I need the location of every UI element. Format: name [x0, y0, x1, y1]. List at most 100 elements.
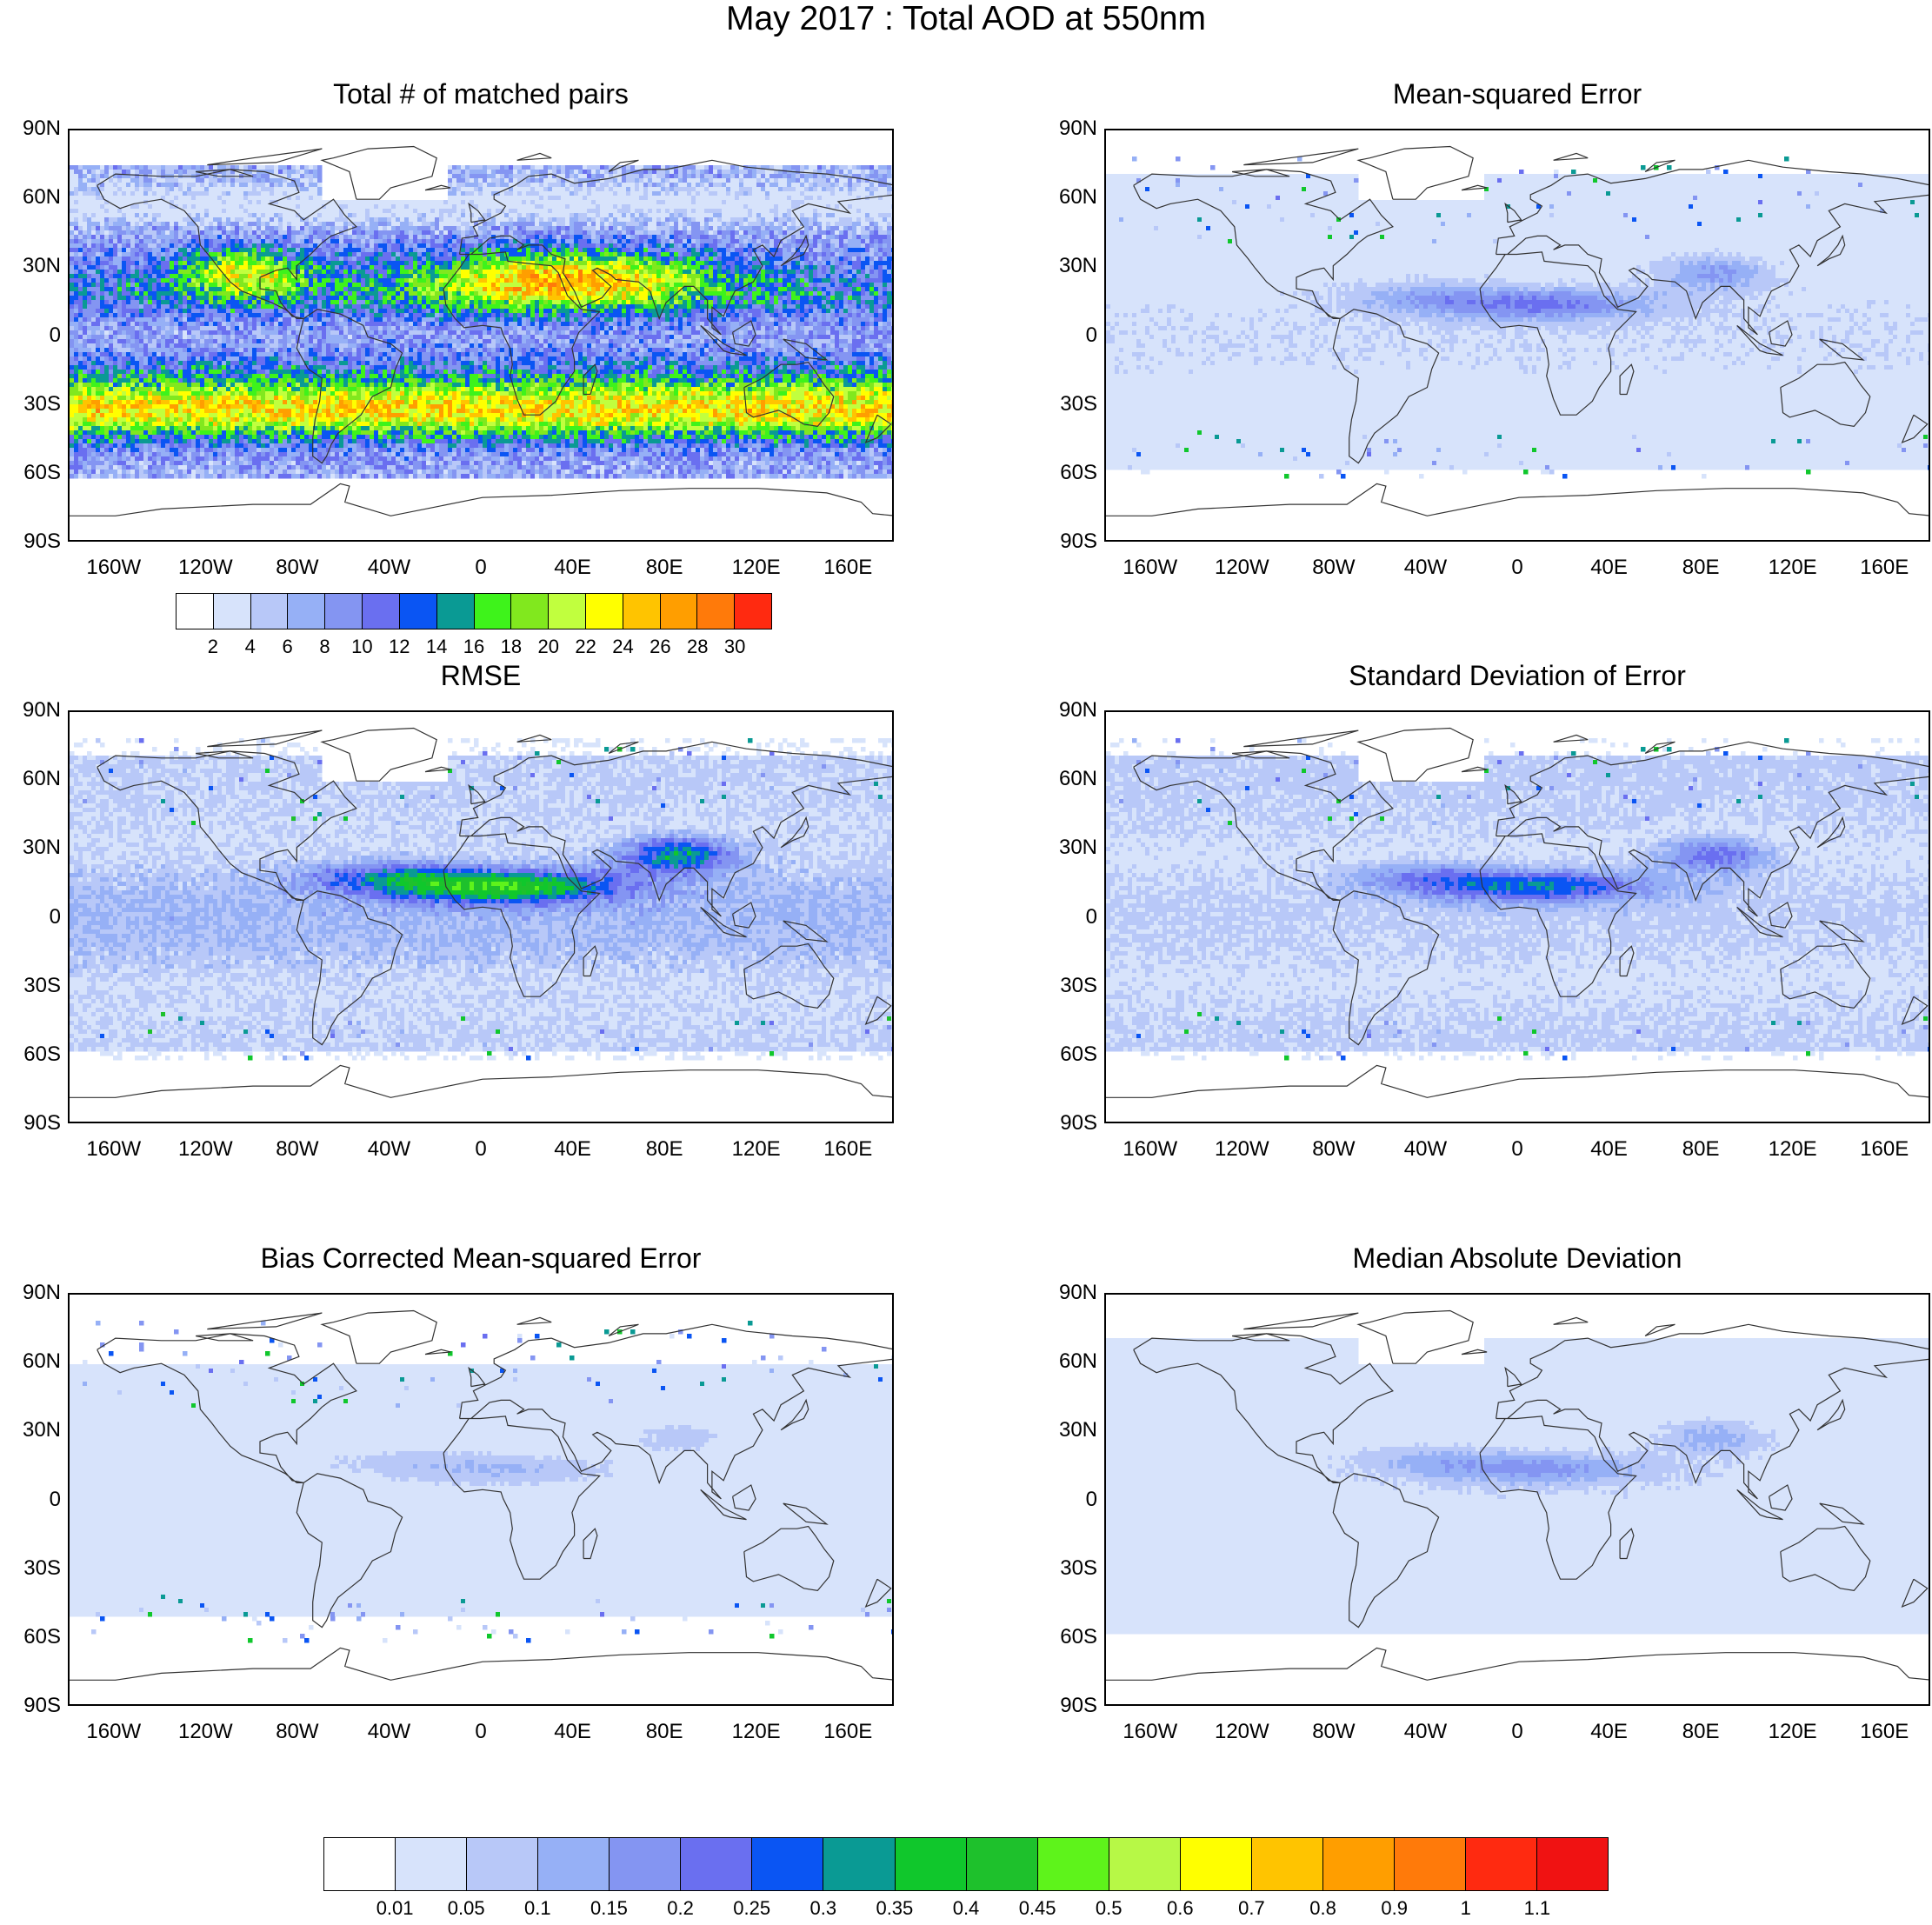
lat-tick-label: 30N: [1045, 1420, 1097, 1441]
lon-tick-label: 160W: [1116, 1139, 1185, 1160]
error-colorbar-label: 0.45: [1011, 1898, 1063, 1919]
figure-title: May 2017 : Total AOD at 550nm: [0, 0, 1932, 38]
error-colorbar-swatch: [1466, 1838, 1537, 1890]
lon-tick-label: 160W: [79, 1139, 149, 1160]
lat-tick-label: 90N: [9, 1282, 61, 1303]
lon-tick-label: 40E: [538, 1722, 608, 1742]
count-colorbar-swatch: [697, 594, 735, 629]
panel-title: RMSE: [68, 660, 894, 692]
lat-tick-label: 60N: [1045, 769, 1097, 789]
error-colorbar-label: 0.05: [440, 1898, 492, 1919]
lon-tick-label: 80W: [1299, 557, 1369, 578]
lon-tick-label: 160E: [813, 1722, 883, 1742]
lat-tick-label: 90S: [9, 1113, 61, 1134]
error-colorbar-label: 1.1: [1511, 1898, 1563, 1919]
lon-tick-label: 120E: [722, 1722, 791, 1742]
lon-tick-label: 120W: [170, 1139, 240, 1160]
error-colorbar-label: 0.8: [1297, 1898, 1349, 1919]
lon-tick-label: 120W: [170, 557, 240, 578]
lon-tick-label: 80W: [1299, 1139, 1369, 1160]
error-colorbar-label: 0.7: [1225, 1898, 1277, 1919]
count-colorbar-swatch: [586, 594, 623, 629]
error-colorbar-label: 0.15: [583, 1898, 635, 1919]
lon-tick-label: 160E: [1849, 557, 1919, 578]
map-panel-mad: [1104, 1293, 1930, 1706]
lon-tick-label: 120E: [1758, 1722, 1828, 1742]
error-colorbar-swatch: [752, 1838, 823, 1890]
lat-tick-label: 0: [9, 1489, 61, 1510]
lat-tick-label: 30S: [1045, 394, 1097, 415]
lon-tick-label: 40W: [1390, 1722, 1460, 1742]
lon-tick-label: 0: [1482, 557, 1552, 578]
lat-tick-label: 90S: [9, 531, 61, 552]
lon-tick-label: 120W: [1207, 1139, 1276, 1160]
map-panel-rmse: [68, 710, 894, 1123]
lat-tick-label: 60N: [9, 1351, 61, 1372]
lon-tick-label: 160E: [813, 1139, 883, 1160]
error-colorbar-label: 0.9: [1369, 1898, 1421, 1919]
error-colorbar-label: 0.5: [1083, 1898, 1135, 1919]
error-colorbar-swatch: [896, 1838, 967, 1890]
lat-tick-label: 90S: [1045, 1113, 1097, 1134]
count-colorbar-swatch: [363, 594, 400, 629]
panel-title: Standard Deviation of Error: [1104, 660, 1930, 692]
lat-tick-label: 60S: [1045, 463, 1097, 483]
lat-tick-label: 0: [9, 907, 61, 928]
error-colorbar-swatch: [1109, 1838, 1181, 1890]
error-colorbar-label: 0.6: [1154, 1898, 1206, 1919]
lon-tick-label: 160W: [79, 1722, 149, 1742]
map-panel-bcmse: [68, 1293, 894, 1706]
lon-tick-label: 0: [1482, 1722, 1552, 1742]
error-colorbar-label: 0.01: [369, 1898, 421, 1919]
count-colorbar-swatch: [735, 594, 771, 629]
lat-tick-label: 60N: [1045, 187, 1097, 208]
lon-tick-label: 120E: [722, 557, 791, 578]
lat-tick-label: 0: [1045, 907, 1097, 928]
lat-tick-label: 30N: [1045, 256, 1097, 276]
lat-tick-label: 30S: [9, 1558, 61, 1579]
lon-tick-label: 0: [1482, 1139, 1552, 1160]
count-colorbar-label: 30: [709, 636, 761, 657]
error-colorbar-swatch: [538, 1838, 610, 1890]
lon-tick-label: 80W: [263, 1139, 332, 1160]
count-colorbar-swatch: [400, 594, 437, 629]
error-colorbar-swatch: [1537, 1838, 1608, 1890]
lon-tick-label: 80W: [263, 1722, 332, 1742]
lat-tick-label: 60N: [9, 769, 61, 789]
count-colorbar-swatch: [437, 594, 475, 629]
lon-tick-label: 40W: [354, 557, 423, 578]
map-panel-mse: [1104, 129, 1930, 542]
lon-tick-label: 40E: [1575, 557, 1644, 578]
lat-tick-label: 90N: [9, 700, 61, 721]
lon-tick-label: 120W: [1207, 1722, 1276, 1742]
lon-tick-label: 160W: [1116, 1722, 1185, 1742]
lat-tick-label: 30S: [1045, 1558, 1097, 1579]
count-colorbar-swatch: [325, 594, 363, 629]
error-colorbar-label: 0.25: [726, 1898, 778, 1919]
lon-tick-label: 80W: [1299, 1722, 1369, 1742]
lon-tick-label: 120W: [1207, 557, 1276, 578]
lat-tick-label: 0: [9, 325, 61, 346]
lon-tick-label: 160W: [79, 557, 149, 578]
error-colorbar-swatch: [1181, 1838, 1252, 1890]
error-colorbar-swatch: [467, 1838, 538, 1890]
lon-tick-label: 0: [446, 1722, 516, 1742]
lat-tick-label: 90S: [1045, 531, 1097, 552]
error-colorbar-label: 0.35: [869, 1898, 921, 1919]
lat-tick-label: 0: [1045, 325, 1097, 346]
count-colorbar-swatch: [177, 594, 214, 629]
lon-tick-label: 40E: [538, 1139, 608, 1160]
lat-tick-label: 30N: [9, 256, 61, 276]
lon-tick-label: 160E: [813, 557, 883, 578]
lon-tick-label: 40E: [1575, 1722, 1644, 1742]
lat-tick-label: 60S: [1045, 1044, 1097, 1065]
error-colorbar-label: 1: [1440, 1898, 1492, 1919]
error-colorbar-label: 0.3: [797, 1898, 849, 1919]
panel-title: Median Absolute Deviation: [1104, 1242, 1930, 1275]
lat-tick-label: 90N: [1045, 700, 1097, 721]
lon-tick-label: 40W: [1390, 1139, 1460, 1160]
data-field: [1106, 738, 1930, 1061]
lon-tick-label: 40E: [1575, 1139, 1644, 1160]
map-panel-sde: [1104, 710, 1930, 1123]
count-colorbar-swatch: [661, 594, 698, 629]
